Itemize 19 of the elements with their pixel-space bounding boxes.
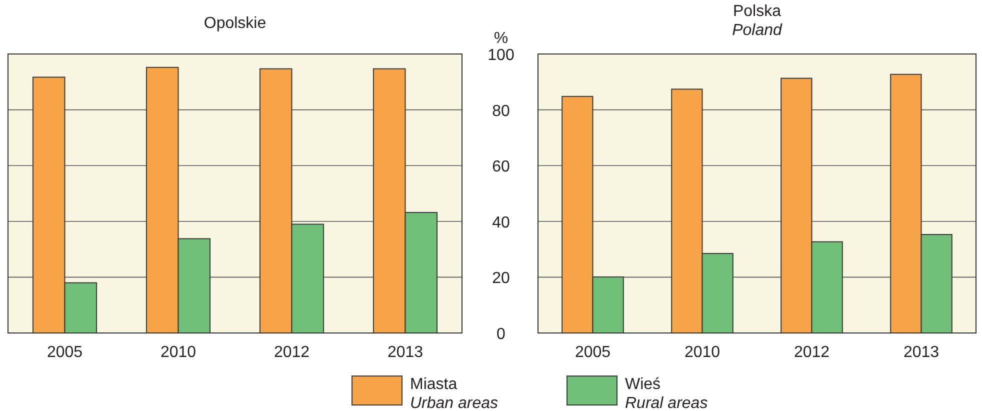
y-axis-title: % — [494, 30, 508, 47]
y-tick-label: 60 — [492, 158, 510, 176]
chart-title: Opolskie — [204, 15, 266, 32]
legend-label: Wieś Rural areas — [625, 376, 708, 411]
x-tick-label: 2005 — [46, 344, 83, 361]
x-tick-label: 2012 — [274, 344, 310, 361]
x-tick-label: 2010 — [160, 344, 196, 361]
x-tick-label: 2010 — [684, 344, 720, 361]
x-tick-label: 2005 — [574, 344, 611, 361]
chart-title: Polska Poland — [732, 3, 784, 40]
y-tick-label: 80 — [492, 102, 510, 120]
x-tick-label: 2013 — [387, 344, 424, 361]
y-tick-label: 20 — [492, 270, 510, 288]
y-tick-label: 100 — [488, 47, 514, 64]
y-tick-label: 0 — [496, 326, 506, 343]
x-tick-label: 2012 — [794, 344, 830, 361]
y-tick-label: 40 — [492, 214, 510, 232]
legend-label: Miasta Urban areas — [410, 376, 498, 411]
x-tick-label: 2013 — [903, 344, 940, 361]
